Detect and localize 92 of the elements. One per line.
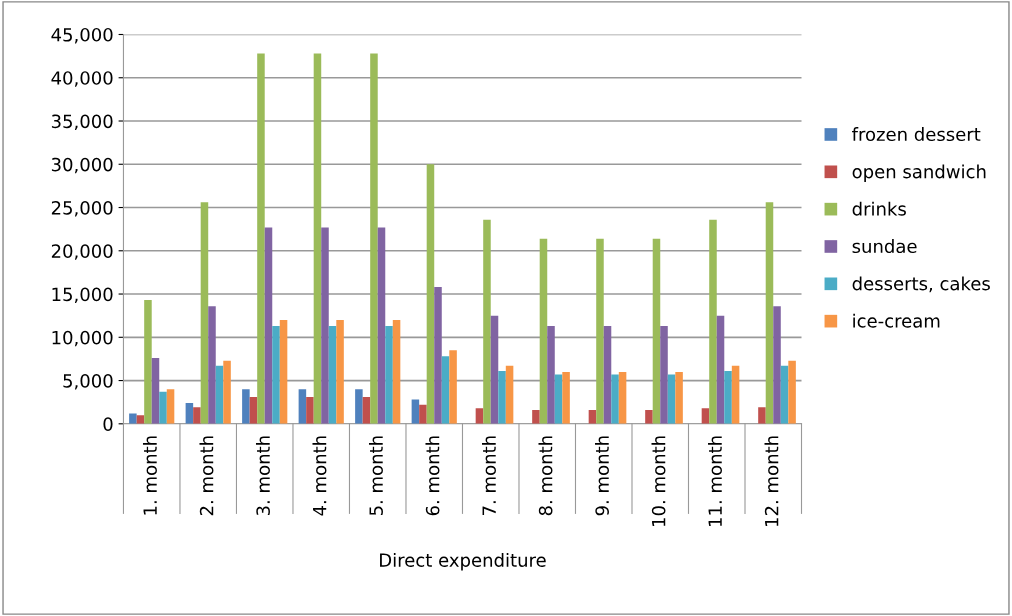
bar — [215, 365, 224, 424]
bar — [279, 319, 288, 424]
bar — [151, 358, 160, 424]
y-tick-label: 15,000 — [52, 287, 113, 303]
bar — [144, 300, 152, 424]
bar — [200, 202, 209, 424]
bar — [159, 391, 167, 424]
x-tick-label: 1. month — [142, 436, 157, 515]
bar — [306, 396, 314, 424]
x-tick-label: 5. month — [368, 436, 383, 516]
bar — [547, 326, 555, 424]
bar — [618, 371, 627, 424]
bar — [208, 306, 216, 424]
bar — [765, 202, 774, 424]
y-tick-label: 0 — [103, 417, 113, 431]
bar — [554, 374, 563, 424]
bar — [645, 409, 653, 424]
y-tick-label: 35,000 — [51, 114, 113, 130]
bar — [257, 53, 265, 424]
bar — [780, 365, 789, 424]
y-tick-label: 40,000 — [51, 71, 113, 87]
bar — [313, 53, 322, 424]
bar — [355, 389, 363, 424]
x-tick-label: 4. month — [312, 436, 327, 516]
bar — [724, 371, 732, 424]
legend-label: sundae — [852, 239, 917, 254]
bar — [483, 219, 491, 424]
bar — [709, 219, 717, 424]
x-tick-label: 7. month — [482, 436, 496, 515]
legend-label: open sandwich — [852, 164, 986, 182]
bar — [603, 326, 612, 424]
bar — [328, 326, 337, 424]
x-tick-label: 9. month — [595, 436, 609, 516]
y-tick-label: 5,000 — [63, 374, 113, 390]
bar — [362, 396, 371, 424]
y-tick-label: 20,000 — [51, 244, 113, 260]
bar — [298, 389, 307, 424]
x-tick-label: 2. month — [199, 436, 214, 516]
bar — [185, 403, 194, 424]
bar — [490, 315, 499, 424]
bar — [475, 408, 484, 424]
x-axis-title: Direct expenditure — [380, 552, 546, 571]
x-tick-label: 3. month — [255, 436, 270, 516]
bar — [532, 409, 540, 424]
bar — [385, 326, 393, 424]
bar — [788, 360, 796, 424]
legend-label: drinks — [852, 201, 906, 216]
bar — [498, 371, 506, 424]
x-tick-label: 8. month — [538, 436, 553, 516]
bar — [773, 306, 781, 424]
x-tick-label: 6. month — [425, 436, 440, 516]
y-tick-label: 45,000 — [51, 27, 113, 44]
y-tick-label: 25,000 — [51, 200, 113, 217]
bar — [539, 238, 548, 424]
bar — [249, 396, 258, 424]
bar — [264, 227, 273, 424]
bar — [434, 287, 442, 424]
bar — [166, 389, 175, 424]
bar — [419, 404, 427, 424]
bar — [129, 413, 137, 424]
bar — [667, 374, 676, 424]
bar — [242, 389, 250, 424]
bar — [652, 238, 661, 424]
bar — [660, 326, 668, 424]
x-tick-label: 11. month — [708, 436, 722, 526]
bar — [701, 408, 710, 424]
bar — [321, 227, 329, 424]
x-tick-label: 12. month — [764, 436, 779, 526]
y-tick-label: 10,000 — [52, 330, 113, 347]
bar — [336, 319, 344, 424]
bar — [716, 315, 725, 424]
bar — [449, 350, 457, 424]
bar — [675, 371, 683, 424]
bar — [562, 371, 570, 424]
bar — [596, 238, 604, 424]
bar — [370, 53, 378, 424]
bar — [505, 365, 514, 424]
bar — [377, 227, 386, 424]
bar — [392, 319, 401, 424]
bar — [611, 374, 619, 424]
bar — [731, 365, 740, 424]
legend-label: ice-cream — [853, 313, 940, 328]
x-tick-label: 10. month — [651, 436, 666, 526]
bar — [426, 164, 435, 424]
bar — [758, 407, 766, 424]
bar — [441, 356, 450, 424]
bar — [272, 326, 280, 424]
legend-label: frozen dessert — [852, 127, 981, 142]
bar — [193, 407, 201, 424]
legend-label: desserts, cakes — [852, 276, 990, 293]
bar — [223, 360, 231, 424]
y-tick-label: 30,000 — [51, 157, 113, 174]
